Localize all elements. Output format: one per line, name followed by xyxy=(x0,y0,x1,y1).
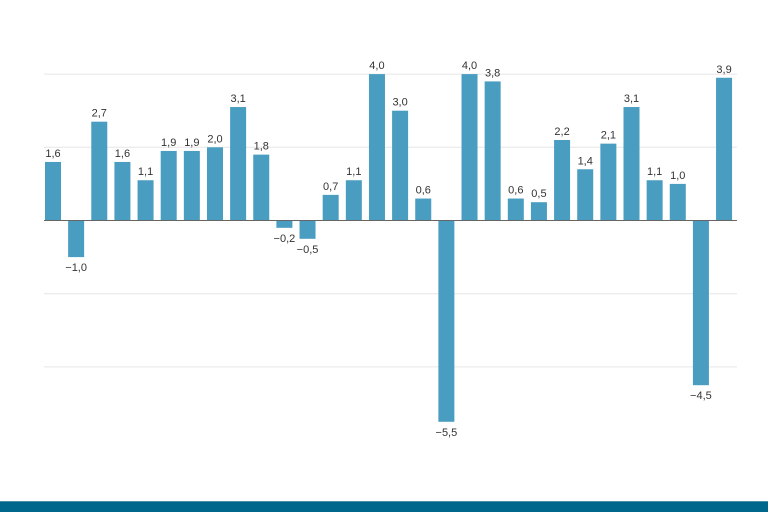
bar xyxy=(669,183,686,221)
data-label: 2,1 xyxy=(601,130,616,142)
bar xyxy=(114,161,131,221)
bar xyxy=(183,150,200,221)
data-label: −4,5 xyxy=(690,390,712,402)
data-labels: 1,6 −1,0 2,7 1,6 1,1 1,9 1,9 2,0 3,1 1,8 −0,2−0,5 0… xyxy=(45,60,731,439)
data-label: 3,0 xyxy=(392,97,407,109)
data-label: 4,0 xyxy=(369,60,384,72)
bar xyxy=(438,220,455,422)
data-label: −1,0 xyxy=(65,262,87,274)
data-label: 1,6 xyxy=(45,148,60,160)
data-label: 1,6 xyxy=(115,148,130,160)
data-label: 2,7 xyxy=(92,108,107,120)
data-label: 1,1 xyxy=(138,166,153,178)
footer-bar xyxy=(0,501,768,512)
bar xyxy=(623,107,640,221)
data-label: 2,2 xyxy=(554,126,569,138)
bar xyxy=(716,77,733,221)
bar xyxy=(276,220,293,228)
bar xyxy=(484,81,501,221)
data-label: 3,1 xyxy=(230,93,245,105)
bar xyxy=(322,194,339,221)
data-label: 1,4 xyxy=(578,155,593,167)
data-label: 3,1 xyxy=(624,93,639,105)
data-label: 1,1 xyxy=(346,166,361,178)
bar xyxy=(692,220,709,386)
data-label: 4,0 xyxy=(462,60,477,72)
data-label: 3,9 xyxy=(716,64,731,76)
bar xyxy=(461,74,478,221)
data-label: 0,5 xyxy=(531,188,546,200)
bar xyxy=(299,220,316,239)
data-label: 1,0 xyxy=(670,170,685,182)
bar xyxy=(554,139,571,221)
bar xyxy=(45,161,61,221)
data-label: 0,6 xyxy=(508,185,523,197)
data-label: 2,0 xyxy=(207,133,222,145)
data-label: −0,5 xyxy=(297,244,319,256)
data-label: −5,5 xyxy=(436,427,458,439)
bar xyxy=(160,150,177,221)
bar xyxy=(507,198,524,221)
bar xyxy=(646,180,663,221)
bar xyxy=(68,220,85,258)
gridlines xyxy=(44,73,737,368)
data-label: 0,6 xyxy=(416,185,431,197)
bar xyxy=(577,169,594,221)
bar xyxy=(345,180,362,221)
bars xyxy=(45,74,733,422)
data-label: 1,9 xyxy=(161,137,176,149)
data-label: 1,9 xyxy=(184,137,199,149)
bar xyxy=(530,202,547,221)
data-label: 3,8 xyxy=(485,67,500,79)
data-label: 1,1 xyxy=(647,166,662,178)
bar xyxy=(206,147,223,221)
data-label: 0,7 xyxy=(323,181,338,193)
bar xyxy=(230,107,247,221)
bar xyxy=(600,143,617,221)
bar xyxy=(91,121,108,221)
data-label: −0,2 xyxy=(274,233,296,245)
bar xyxy=(137,180,154,221)
bar xyxy=(415,198,432,221)
data-label: 1,8 xyxy=(254,141,269,153)
bar xyxy=(392,110,409,221)
bar xyxy=(368,74,385,221)
bar xyxy=(253,154,270,221)
